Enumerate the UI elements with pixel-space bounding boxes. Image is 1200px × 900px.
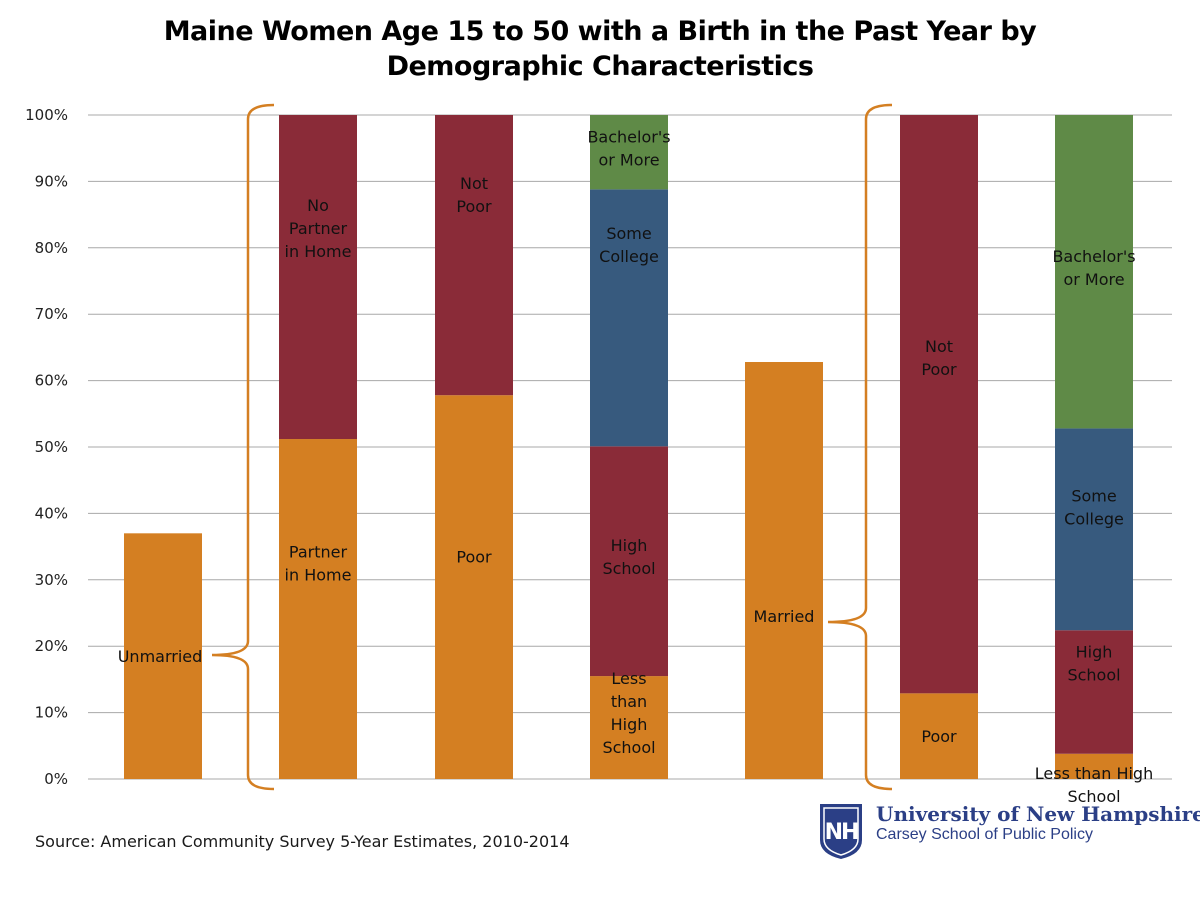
bar-segment (590, 115, 668, 190)
segment-label: Bachelor's or More (1052, 247, 1135, 289)
segment-label: Some College (599, 224, 659, 266)
bar-segment (279, 115, 357, 440)
segment-label: Poor (921, 727, 957, 746)
segment-label: Poor (456, 548, 492, 567)
bar-segment (1055, 753, 1133, 779)
segment-label: Some College (1064, 486, 1124, 528)
segment-labels: Partner in Home No Partner in Home Poor Not Poo… (285, 128, 1154, 806)
y-tick-label: 10% (35, 704, 68, 722)
bar-segment (745, 362, 823, 779)
bracket-label-married: Married (754, 607, 815, 626)
segment-label: Bachelor's or More (587, 128, 670, 170)
bracket (211, 103, 275, 791)
bar-segment (590, 446, 668, 677)
segment-label: High School (1067, 642, 1120, 684)
y-tick-label: 90% (35, 172, 68, 190)
y-tick-label: 60% (35, 372, 68, 390)
chart-title-line-1: Maine Women Age 15 to 50 with a Birth in… (163, 16, 1037, 47)
bar-segment (590, 676, 668, 779)
bar-segment (590, 189, 668, 447)
bar-segment (1055, 428, 1133, 631)
y-tick-label: 40% (35, 504, 68, 522)
bar-segment (124, 533, 202, 779)
y-axis-ticks: 0% 10% 20% 30% 40% 50% 60% 70% 80% 90% 100% (25, 106, 68, 788)
y-tick-label: 30% (35, 571, 68, 589)
y-tick-label: 20% (35, 637, 68, 655)
bar-segment (279, 439, 357, 779)
bar-segment (435, 115, 513, 396)
bracket (827, 103, 893, 791)
source-note: Source: American Community Survey 5-Year… (35, 832, 570, 851)
segment-label: High School (602, 536, 655, 578)
y-tick-label: 70% (35, 305, 68, 323)
unh-logo: NH University of New Hampshire Carsey Sc… (818, 802, 1200, 864)
y-tick-label: 80% (35, 239, 68, 257)
bar-segment (1055, 115, 1133, 429)
segment-label: Not Poor (921, 337, 957, 379)
logo-university-name: University of New Hampshire (876, 802, 1200, 826)
y-tick-label: 100% (25, 106, 68, 124)
segment-label: No Partner in Home (285, 196, 352, 261)
segment-label: Less than High School (602, 669, 655, 757)
segment-label: Partner in Home (285, 543, 352, 585)
svg-text:NH: NH (825, 820, 858, 845)
bar-segment (1055, 630, 1133, 754)
segment-label: Not Poor (456, 174, 492, 216)
y-tick-label: 50% (35, 438, 68, 456)
y-tick-label: 0% (44, 770, 68, 788)
bar-segment (435, 395, 513, 779)
bracket-label-unmarried: Unmarried (118, 647, 203, 666)
logo-school-name: Carsey School of Public Policy (876, 826, 1093, 843)
unh-shield-icon: NH (820, 804, 862, 859)
segment-label: Less than High School (1035, 764, 1153, 806)
bars (124, 115, 1133, 779)
bar-segment (900, 693, 978, 779)
chart-title: Maine Women Age 15 to 50 with a Birth in… (0, 14, 1200, 84)
chart-title-line-2: Demographic Characteristics (386, 51, 814, 82)
brackets: Unmarried Married (118, 103, 893, 791)
bar-segment (900, 115, 978, 694)
